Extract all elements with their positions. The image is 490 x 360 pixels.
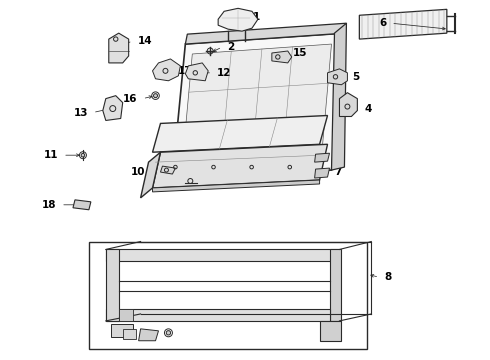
Polygon shape (185, 63, 208, 81)
Text: 8: 8 (384, 272, 392, 282)
Text: 12: 12 (217, 68, 232, 78)
Polygon shape (359, 9, 447, 39)
Text: 4: 4 (365, 104, 372, 113)
Text: 1: 1 (253, 12, 260, 22)
Polygon shape (218, 8, 258, 31)
Polygon shape (272, 51, 292, 63)
Polygon shape (329, 249, 342, 321)
Polygon shape (327, 69, 347, 85)
Text: 9: 9 (207, 177, 214, 187)
Polygon shape (182, 44, 332, 163)
Polygon shape (73, 200, 91, 210)
Polygon shape (319, 321, 342, 341)
Text: 10: 10 (131, 167, 146, 177)
Polygon shape (332, 23, 346, 170)
Polygon shape (152, 59, 180, 81)
Text: 17: 17 (177, 66, 192, 76)
Polygon shape (119, 309, 133, 321)
Polygon shape (315, 153, 329, 162)
Bar (89, 242, 368, 349)
Text: 5: 5 (352, 72, 360, 82)
Text: 11: 11 (44, 150, 58, 160)
Polygon shape (103, 96, 122, 121)
Polygon shape (161, 166, 175, 174)
Polygon shape (152, 144, 327, 188)
Polygon shape (172, 33, 344, 178)
Polygon shape (106, 249, 340, 261)
Polygon shape (340, 93, 357, 117)
Polygon shape (109, 33, 129, 63)
Polygon shape (139, 329, 158, 341)
Text: 16: 16 (123, 94, 138, 104)
Text: 7: 7 (335, 167, 342, 177)
Text: 18: 18 (42, 200, 56, 210)
Polygon shape (152, 116, 327, 152)
Circle shape (166, 330, 171, 335)
Polygon shape (141, 152, 161, 198)
Polygon shape (106, 249, 119, 321)
Polygon shape (122, 329, 136, 339)
Text: 3: 3 (333, 153, 340, 163)
Polygon shape (152, 180, 319, 192)
Text: 6: 6 (379, 18, 386, 28)
Text: 14: 14 (138, 36, 152, 46)
Text: 15: 15 (293, 48, 307, 58)
Text: 13: 13 (74, 108, 88, 117)
Circle shape (81, 153, 85, 157)
Text: 2: 2 (227, 42, 234, 52)
Polygon shape (106, 309, 329, 321)
Polygon shape (111, 324, 133, 337)
Circle shape (153, 94, 157, 98)
Polygon shape (185, 23, 346, 44)
Polygon shape (315, 168, 329, 178)
